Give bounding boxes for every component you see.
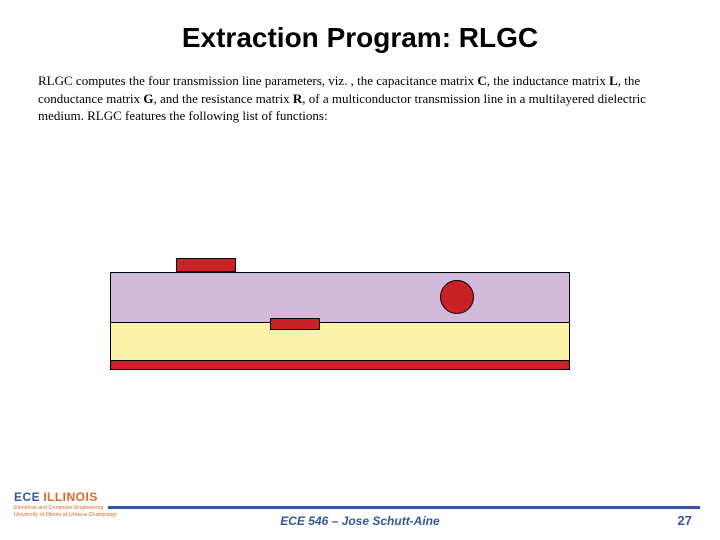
logo-illinois-text: ILLINOIS [43, 490, 98, 504]
dielectric-yellow [110, 322, 570, 360]
ground-plane [110, 360, 570, 370]
page-number: 27 [678, 513, 692, 528]
cross-section-diagram [110, 235, 570, 370]
footer: ECEILLINOIS Electrical and Computer Engi… [0, 478, 720, 540]
embedded-trace [270, 318, 320, 330]
footer-divider [108, 506, 700, 509]
top-trace [176, 258, 236, 272]
dielectric-purple [110, 272, 570, 322]
logo-ece-text: ECE [14, 490, 43, 504]
description-paragraph: RLGC computes the four transmission line… [0, 72, 720, 125]
circular-conductor [440, 280, 474, 314]
slide-title: Extraction Program: RLGC [0, 0, 720, 72]
footer-course: ECE 546 – Jose Schutt-Aine [0, 514, 720, 528]
